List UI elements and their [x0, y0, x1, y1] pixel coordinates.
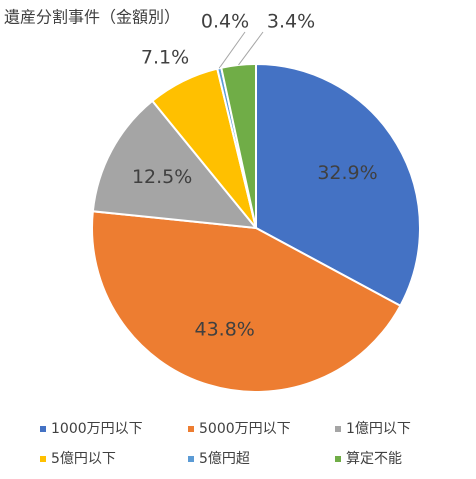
data-label: 32.9% [317, 162, 377, 184]
legend-marker [40, 426, 46, 432]
legend-label: 5000万円以下 [199, 421, 291, 437]
legend-label: 1億円以下 [346, 421, 411, 437]
legend-label: 5億円超 [199, 451, 250, 467]
pie-slice [91, 99, 259, 230]
legend-marker [188, 456, 194, 462]
legend-label: 5億円以下 [51, 451, 116, 467]
leader-line [238, 31, 264, 66]
pie-slice [91, 210, 402, 393]
pie-slice [255, 62, 421, 308]
legend-marker [335, 426, 341, 432]
data-label: 3.4% [267, 11, 315, 33]
legend-label: 算定不能 [346, 451, 402, 467]
legend-marker [335, 456, 341, 462]
chart-title: 遺産分割事件（金額別） [4, 8, 180, 27]
legend-marker [188, 426, 194, 432]
data-label: 43.8% [195, 318, 255, 340]
leader-line [218, 31, 246, 69]
data-label: 12.5% [132, 166, 192, 188]
data-label: 0.4% [201, 11, 249, 33]
pie-slice [220, 62, 257, 229]
legend-marker [40, 456, 46, 462]
data-label: 7.1% [141, 47, 189, 69]
legend-label: 1000万円以下 [51, 421, 143, 437]
